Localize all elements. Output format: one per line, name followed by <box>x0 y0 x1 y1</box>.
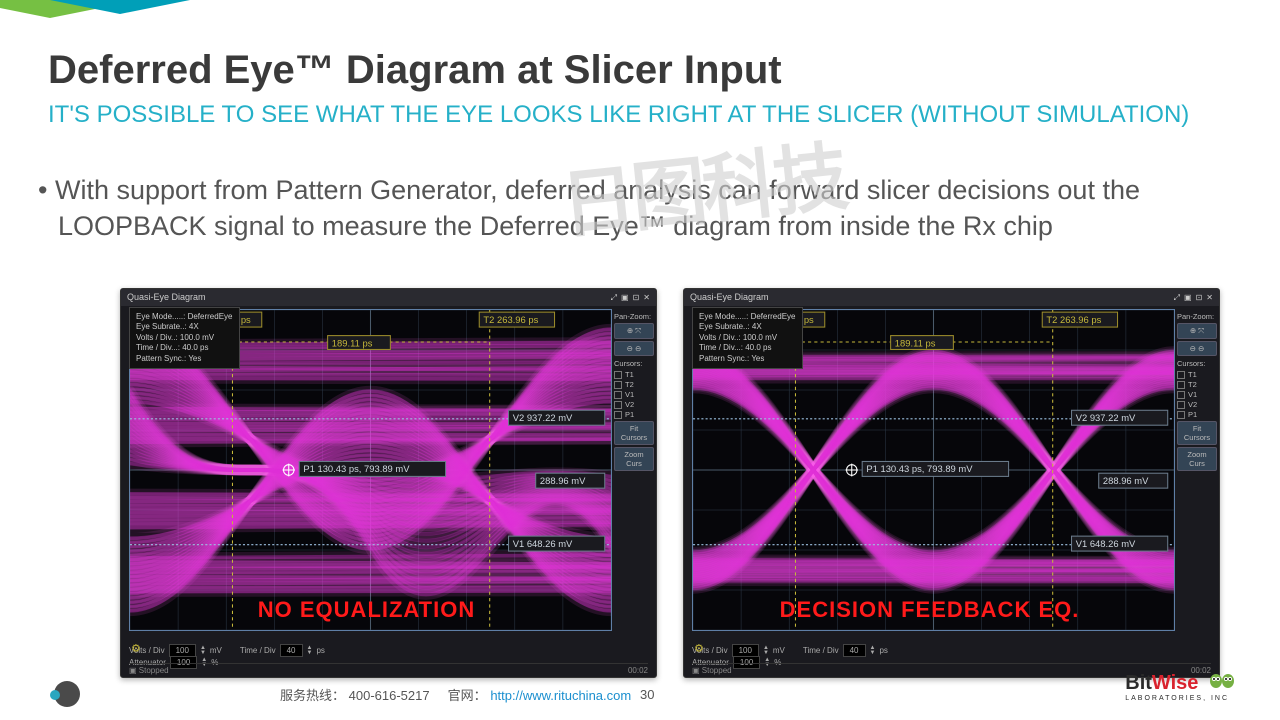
status-left: ▣ Stopped <box>129 666 169 675</box>
brand-part2: Wise <box>1152 672 1199 694</box>
window-titlebar[interactable]: Quasi-Eye Diagram ⤢▣⊡✕ <box>684 289 1219 306</box>
site-label: 官网： <box>448 688 487 703</box>
info-l5: Pattern Sync.: Yes <box>136 354 233 364</box>
brand-part1: Bit <box>1125 672 1152 694</box>
logo-mark <box>54 681 80 707</box>
owl-icon <box>1208 669 1236 695</box>
info-box: Eye Mode.....: DeferredEye Eye Subrate..… <box>129 307 240 369</box>
info-l2: Eye Subrate..: 4X <box>699 322 796 332</box>
dt-label: 189.11 ps <box>332 338 373 349</box>
info-l3: Volts / Div..: 100.0 mV <box>136 333 233 343</box>
panzoom-label: Pan-Zoom: <box>1177 312 1217 321</box>
cursors-label: Cursors: <box>614 359 654 368</box>
time-label: Time / Div <box>803 646 839 655</box>
p1-label: P1 130.43 ps, 793.89 mV <box>866 464 973 475</box>
window-title: Quasi-Eye Diagram <box>127 292 206 303</box>
panzoom-label: Pan-Zoom: <box>614 312 654 321</box>
zoom-in-button[interactable]: ⊕ ⤧ <box>1177 323 1217 339</box>
window-icons[interactable]: ⤢▣⊡✕ <box>607 292 650 303</box>
gear-icon[interactable]: ⚙ <box>131 642 141 655</box>
fit-cursors-button[interactable]: Fit Cursors <box>614 421 654 445</box>
chk-t1[interactable]: T1 <box>1177 370 1217 379</box>
v1-label: V1 648.26 mV <box>1076 539 1136 550</box>
chk-t2[interactable]: T2 <box>614 380 654 389</box>
chk-v1[interactable]: V1 <box>1177 390 1217 399</box>
page-subtitle: IT'S POSSIBLE TO SEE WHAT THE EYE LOOKS … <box>48 100 1232 130</box>
t2-label: T2 263.96 ps <box>1046 315 1101 326</box>
zoom-cursors-button[interactable]: Zoom Curs <box>1177 447 1217 471</box>
zoom-out-button[interactable]: ⊖ ⊖ <box>1177 341 1217 356</box>
hotline-label: 服务热线： <box>280 688 345 703</box>
spinner-arrows-icon[interactable]: ▲▼ <box>870 646 876 656</box>
chk-v1[interactable]: V1 <box>614 390 654 399</box>
info-l4: Time / Div...: 40.0 ps <box>699 343 796 353</box>
dv-label: 288.96 mV <box>540 476 586 487</box>
info-l2: Eye Subrate..: 4X <box>136 322 233 332</box>
page-title: Deferred Eye™ Diagram at Slicer Input <box>48 48 782 93</box>
chk-v2[interactable]: V2 <box>614 400 654 409</box>
v2-label: V2 937.22 mV <box>513 413 573 424</box>
panel-dfe: Quasi-Eye Diagram ⤢▣⊡✕ Eye Mode.....: De… <box>683 288 1220 678</box>
panels-row: Quasi-Eye Diagram ⤢▣⊡✕ Eye Mode.....: De… <box>120 288 1220 678</box>
spinner-arrows-icon[interactable]: ▲▼ <box>307 646 313 656</box>
info-l4: Time / Div...: 40.0 ps <box>136 343 233 353</box>
site-link[interactable]: http://www.rituchina.com <box>490 688 631 703</box>
brand-logo: BitWise LABORATORIES, INC <box>1125 669 1236 702</box>
side-controls: Pan-Zoom: ⊕ ⤧ ⊖ ⊖ Cursors: T1 T2 V1 V2 P… <box>614 309 654 473</box>
dv-label: 288.96 mV <box>1103 476 1149 487</box>
chk-t2[interactable]: T2 <box>1177 380 1217 389</box>
time-unit: ps <box>879 646 887 655</box>
panel-no-eq: Quasi-Eye Diagram ⤢▣⊡✕ Eye Mode.....: De… <box>120 288 657 678</box>
zoom-in-button[interactable]: ⊕ ⤧ <box>614 323 654 339</box>
window-title: Quasi-Eye Diagram <box>690 292 769 303</box>
window-icons[interactable]: ⤢▣⊡✕ <box>1170 292 1213 303</box>
zoom-cursors-button[interactable]: Zoom Curs <box>614 447 654 471</box>
status-left: ▣ Stopped <box>692 666 732 675</box>
brand-subtitle: LABORATORIES, INC <box>1125 695 1236 702</box>
dt-label: 189.11 ps <box>895 338 936 349</box>
time-unit: ps <box>316 646 324 655</box>
chk-p1[interactable]: P1 <box>1177 410 1217 419</box>
p1-label: P1 130.43 ps, 793.89 mV <box>303 464 410 475</box>
spinner-arrows-icon[interactable]: ▲▼ <box>200 646 206 656</box>
hotline-number: 400-616-5217 <box>349 688 430 703</box>
t2-label: T2 263.96 ps <box>483 315 538 326</box>
window-titlebar[interactable]: Quasi-Eye Diagram ⤢▣⊡✕ <box>121 289 656 306</box>
chk-v2[interactable]: V2 <box>1177 400 1217 409</box>
volts-unit: mV <box>773 646 785 655</box>
status-bar: ▣ Stopped 00:02 <box>129 663 648 675</box>
chk-t1[interactable]: T1 <box>614 370 654 379</box>
spinner-arrows-icon[interactable]: ▲▼ <box>763 646 769 656</box>
status-right: 00:02 <box>628 666 648 675</box>
info-box: Eye Mode.....: DeferredEye Eye Subrate..… <box>692 307 803 369</box>
info-l1: Eye Mode.....: DeferredEye <box>136 312 233 322</box>
volts-unit: mV <box>210 646 222 655</box>
page-number: 30 <box>640 687 654 702</box>
v1-label: V1 648.26 mV <box>513 539 573 550</box>
side-controls: Pan-Zoom: ⊕ ⤧ ⊖ ⊖ Cursors: T1 T2 V1 V2 P… <box>1177 309 1217 473</box>
accent-triangle-teal <box>50 0 190 14</box>
bullet-text: With support from Pattern Generator, def… <box>58 172 1222 245</box>
v2-label: V2 937.22 mV <box>1076 413 1136 424</box>
info-l3: Volts / Div..: 100.0 mV <box>699 333 796 343</box>
slide-footer: 服务热线： 400-616-5217 官网： http://www.rituch… <box>0 678 1280 710</box>
info-l1: Eye Mode.....: DeferredEye <box>699 312 796 322</box>
info-l5: Pattern Sync.: Yes <box>699 354 796 364</box>
time-label: Time / Div <box>240 646 276 655</box>
gear-icon[interactable]: ⚙ <box>694 642 704 655</box>
chk-p1[interactable]: P1 <box>614 410 654 419</box>
cursors-label: Cursors: <box>1177 359 1217 368</box>
zoom-out-button[interactable]: ⊖ ⊖ <box>614 341 654 356</box>
fit-cursors-button[interactable]: Fit Cursors <box>1177 421 1217 445</box>
